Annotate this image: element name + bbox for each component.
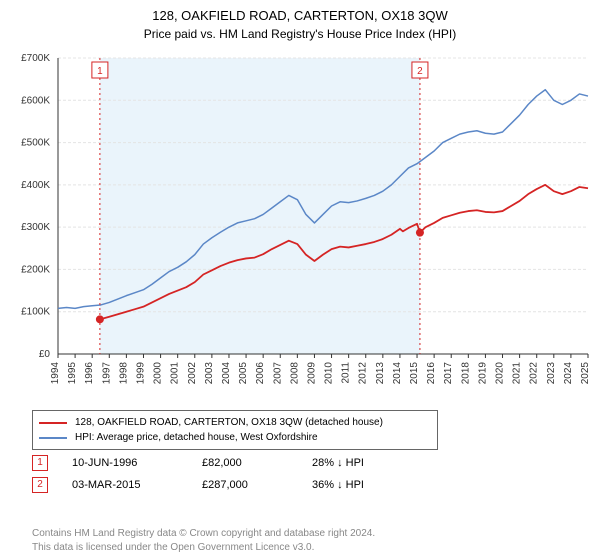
svg-text:£600K: £600K <box>21 95 50 106</box>
svg-text:2006: 2006 <box>255 362 266 385</box>
sale-diff: 36% ↓ HPI <box>312 479 422 491</box>
svg-text:2013: 2013 <box>375 362 386 385</box>
svg-text:2011: 2011 <box>341 362 352 384</box>
chart-subtitle: Price paid vs. HM Land Registry's House … <box>0 23 600 41</box>
svg-text:£300K: £300K <box>21 222 50 233</box>
footer-attribution: Contains HM Land Registry data © Crown c… <box>32 527 572 554</box>
svg-text:2012: 2012 <box>358 362 369 385</box>
svg-text:£700K: £700K <box>21 53 50 64</box>
svg-text:£200K: £200K <box>21 264 50 275</box>
footer-line: Contains HM Land Registry data © Crown c… <box>32 527 572 541</box>
svg-text:1: 1 <box>97 66 103 77</box>
sale-price: £82,000 <box>202 457 312 469</box>
sales-table: 1 10-JUN-1996 £82,000 28% ↓ HPI 2 03-MAR… <box>32 452 568 496</box>
sale-date: 03-MAR-2015 <box>72 479 202 491</box>
svg-text:1997: 1997 <box>101 362 112 385</box>
svg-text:1999: 1999 <box>135 362 146 385</box>
chart-area: £0 £100K £200K £300K £400K £500K £600K £700K 199… <box>0 52 600 402</box>
svg-text:2015: 2015 <box>409 362 420 385</box>
svg-text:2000: 2000 <box>153 362 164 385</box>
table-row: 1 10-JUN-1996 £82,000 28% ↓ HPI <box>32 452 568 474</box>
svg-text:2021: 2021 <box>512 362 523 385</box>
svg-text:£0: £0 <box>39 349 51 360</box>
legend-label: 128, OAKFIELD ROAD, CARTERTON, OX18 3QW … <box>75 415 383 430</box>
sale-diff: 28% ↓ HPI <box>312 457 422 469</box>
sale-marker-badge: 1 <box>32 455 48 471</box>
legend-item: 128, OAKFIELD ROAD, CARTERTON, OX18 3QW … <box>39 415 431 430</box>
svg-text:2022: 2022 <box>529 362 540 385</box>
svg-text:2010: 2010 <box>324 362 335 385</box>
svg-text:2016: 2016 <box>426 362 437 385</box>
svg-text:2001: 2001 <box>170 362 181 385</box>
svg-text:2008: 2008 <box>289 362 300 385</box>
svg-text:2002: 2002 <box>187 362 198 385</box>
chart-svg: £0 £100K £200K £300K £400K £500K £600K £700K 199… <box>0 52 600 402</box>
chart-title: 128, OAKFIELD ROAD, CARTERTON, OX18 3QW <box>0 0 600 23</box>
footer-line: This data is licensed under the Open Gov… <box>32 541 572 555</box>
svg-text:2: 2 <box>417 66 423 77</box>
svg-text:1995: 1995 <box>67 362 78 385</box>
svg-text:2014: 2014 <box>392 362 403 385</box>
legend-item: HPI: Average price, detached house, West… <box>39 430 431 445</box>
svg-text:£400K: £400K <box>21 180 50 191</box>
sale-marker-badge: 2 <box>32 477 48 493</box>
sale-price: £287,000 <box>202 479 312 491</box>
svg-text:1996: 1996 <box>84 362 95 385</box>
legend-label: HPI: Average price, detached house, West… <box>75 430 318 445</box>
svg-text:2025: 2025 <box>580 362 591 385</box>
svg-text:£500K: £500K <box>21 138 50 149</box>
legend-swatch <box>39 437 67 439</box>
svg-text:2017: 2017 <box>443 362 454 385</box>
svg-text:1998: 1998 <box>118 362 129 385</box>
svg-text:2003: 2003 <box>204 362 215 385</box>
svg-text:2020: 2020 <box>495 362 506 385</box>
svg-text:2023: 2023 <box>546 362 557 385</box>
svg-text:2018: 2018 <box>460 362 471 385</box>
svg-text:£100K: £100K <box>21 307 50 318</box>
svg-text:1994: 1994 <box>50 362 61 385</box>
svg-text:2007: 2007 <box>272 362 283 385</box>
svg-text:2004: 2004 <box>221 362 232 385</box>
legend-swatch <box>39 422 67 424</box>
legend: 128, OAKFIELD ROAD, CARTERTON, OX18 3QW … <box>32 410 438 450</box>
svg-text:2024: 2024 <box>563 362 574 385</box>
sale-date: 10-JUN-1996 <box>72 457 202 469</box>
table-row: 2 03-MAR-2015 £287,000 36% ↓ HPI <box>32 474 568 496</box>
svg-text:2019: 2019 <box>477 362 488 385</box>
svg-text:2009: 2009 <box>306 362 317 385</box>
svg-text:2005: 2005 <box>238 362 249 385</box>
